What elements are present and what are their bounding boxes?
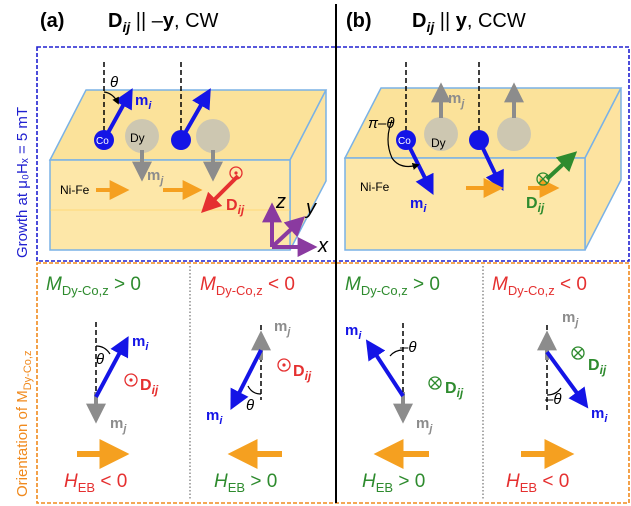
co-atom-label: Co xyxy=(96,136,109,147)
nife-label: Ni-Fe xyxy=(60,183,90,197)
co-atom xyxy=(94,130,114,150)
dy-atom-label: Dy xyxy=(431,136,446,150)
y-axis xyxy=(270,216,306,249)
orientation-cell-2: MDy-Co,z < 0 mj mi θ Dij HEB > 0 xyxy=(200,274,312,495)
co-atom-label: Co xyxy=(398,136,411,147)
dy-atom xyxy=(125,119,159,153)
co-atom xyxy=(469,130,489,150)
dij-arrow xyxy=(201,174,240,213)
mj-label: mj xyxy=(147,167,164,187)
panel-b-heading: Dij || y, CCW xyxy=(412,10,526,35)
dij-label: Dij xyxy=(588,357,607,377)
dij-arrow xyxy=(545,151,578,181)
mi-label: mi xyxy=(410,195,427,215)
mi-arrow xyxy=(365,339,405,398)
cross-symbol xyxy=(430,378,440,388)
film-a: Dy mj Co mi θ Ni-Fe Dij xyxy=(48,62,328,251)
z-axis-label: z xyxy=(275,191,286,213)
angle-arc xyxy=(95,345,111,355)
panel-a-label: (a) xyxy=(40,10,64,32)
x-axis-label: x xyxy=(317,235,329,257)
angle-arc xyxy=(546,387,562,396)
mj-label: mj xyxy=(110,415,127,435)
dy-atom xyxy=(196,119,230,153)
y-axis-label: y xyxy=(304,197,317,219)
dij-label: Dij xyxy=(226,197,245,217)
orientation-cell-4: MDy-Co,z < 0 mj mi –θ Dij HEB < 0 xyxy=(492,274,608,495)
mi-label: mi xyxy=(206,407,223,427)
cross-symbol xyxy=(538,174,548,184)
nife-label: Ni-Fe xyxy=(360,180,390,194)
dy-atom-label: Dy xyxy=(130,131,145,145)
mj-label: mj xyxy=(416,415,433,435)
mi-label: mi xyxy=(591,405,608,425)
m-dyco-label: MDy-Co,z < 0 xyxy=(200,274,295,298)
dot-symbol xyxy=(277,358,291,372)
mi-label: mi xyxy=(345,322,362,342)
growth-side-label: Growth at μ₀Hₓ = 5 mT xyxy=(14,107,31,258)
dij-label: Dij xyxy=(445,380,464,400)
pi-theta-label: π–θ xyxy=(368,115,395,132)
cross-symbol xyxy=(571,346,585,360)
angle-arc xyxy=(389,349,404,357)
mi-label: mi xyxy=(135,92,152,112)
cross-symbol xyxy=(428,376,442,390)
dy-atom xyxy=(497,117,531,151)
panel-a-heading: Dij || –y, CW xyxy=(108,10,219,35)
dij-label: Dij xyxy=(140,377,159,397)
mj-label: mj xyxy=(562,309,579,329)
m-dyco-label: MDy-Co,z < 0 xyxy=(492,274,587,298)
angle-label: –θ xyxy=(399,339,416,356)
mi-label: mi xyxy=(132,333,149,353)
co-atom xyxy=(396,130,416,150)
pi-theta-arc xyxy=(387,119,420,170)
mj-label: mj xyxy=(448,90,465,110)
mi-arrow xyxy=(545,350,589,409)
dy-atom xyxy=(424,117,458,151)
angle-arc xyxy=(247,385,262,395)
orientation-cell-3: MDy-Co,z > 0 mj mi –θ Dij HEB > 0 xyxy=(345,274,464,495)
dij-label: Dij xyxy=(293,363,312,383)
theta-label: θ xyxy=(110,74,118,91)
heb-label: HEB > 0 xyxy=(214,471,277,495)
film-a-front xyxy=(49,159,291,251)
m-dyco-label: MDy-Co,z > 0 xyxy=(345,274,440,298)
angle-label: –θ xyxy=(544,391,561,408)
mi-arrow xyxy=(94,336,129,398)
cross-symbol xyxy=(573,348,583,358)
orientation-frame xyxy=(36,262,630,504)
heb-label: HEB > 0 xyxy=(362,471,425,495)
orientation-side-label: Orientation of MDy-Co,z xyxy=(14,351,34,497)
angle-label: θ xyxy=(96,351,104,368)
growth-frame xyxy=(36,46,630,262)
angle-label: θ xyxy=(246,397,254,414)
dot-symbol xyxy=(234,171,238,175)
dot-symbol xyxy=(124,373,138,387)
mi-arrow xyxy=(230,349,263,410)
co-atom xyxy=(171,130,191,150)
heb-label: HEB < 0 xyxy=(506,471,569,495)
film-b-front xyxy=(344,157,586,251)
heb-label: HEB < 0 xyxy=(64,471,127,495)
axes: z y x xyxy=(262,191,329,257)
dot-symbol xyxy=(282,363,286,367)
dij-label: Dij xyxy=(526,195,545,215)
m-dyco-label: MDy-Co,z > 0 xyxy=(46,274,141,298)
mj-label: mj xyxy=(274,318,291,338)
theta-arc xyxy=(103,91,119,105)
dot-symbol xyxy=(129,378,133,382)
orientation-cell-1: MDy-Co,z > 0 mj mi θ Dij HEB < 0 xyxy=(46,274,159,495)
film-b: Dy mj Co mi π–θ Ni-Fe Dij xyxy=(343,62,623,251)
panel-b-label: (b) xyxy=(346,10,372,32)
